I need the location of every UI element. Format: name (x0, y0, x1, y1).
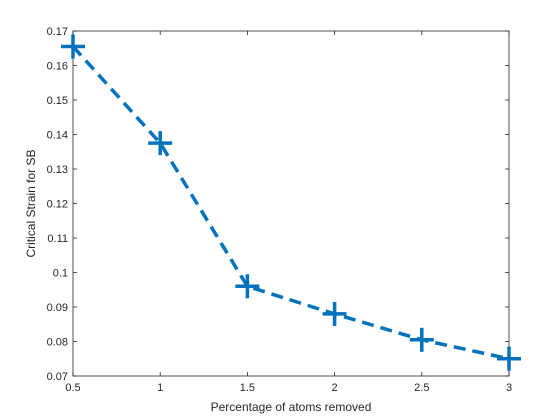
y-axis-title: Critical Strain for SB (24, 149, 38, 257)
plot-area (72, 30, 510, 377)
data-point-marker (61, 34, 85, 59)
y-tick-label: 0.16 (47, 61, 68, 73)
y-tick-label: 0.14 (47, 130, 68, 142)
y-tick-label: 0.08 (47, 337, 68, 349)
data-point-marker (235, 274, 260, 299)
series-line (71, 45, 510, 361)
x-tick-label: 1 (157, 382, 163, 394)
x-tick-label: 0.5 (65, 382, 80, 394)
y-tick-label: 0.09 (47, 302, 68, 314)
data-point-marker (409, 327, 434, 352)
x-tick-label: 2.5 (414, 382, 429, 394)
x-axis-title: Percentage of atoms removed (211, 400, 372, 414)
y-tick-label: 0.12 (47, 199, 68, 211)
y-tick-label: 0.11 (47, 233, 68, 245)
y-tick-label: 0.17 (47, 26, 68, 38)
data-point-marker (148, 131, 173, 156)
axis-ticks: 0.5 1 1.5 2 2.5 3 0.07 0.08 0.09 0.1 0.11 0.12 0.13 0… (47, 26, 512, 394)
data-point-marker (322, 301, 347, 326)
y-tick-label: 0.15 (47, 95, 68, 107)
y-tick-label: 0.13 (47, 164, 68, 176)
x-tick-label: 3 (506, 382, 512, 394)
x-tick-label: 1.5 (240, 382, 255, 394)
x-tick-label: 2 (332, 382, 338, 394)
data-point-marker (497, 346, 521, 371)
y-tick-label: 0.1 (53, 268, 68, 280)
data-series (61, 34, 521, 371)
y-tick-label: 0.07 (47, 371, 68, 383)
